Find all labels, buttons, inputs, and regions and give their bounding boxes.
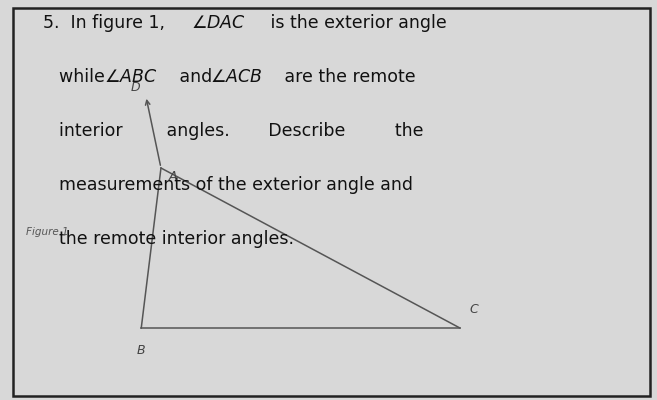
Text: B: B: [137, 344, 146, 357]
Text: D: D: [131, 81, 141, 94]
Text: is the exterior angle: is the exterior angle: [265, 14, 447, 32]
Text: $\angle ABC$: $\angle ABC$: [104, 68, 157, 86]
Text: interior        angles.       Describe         the: interior angles. Describe the: [59, 122, 424, 140]
Text: the remote interior angles.: the remote interior angles.: [59, 230, 294, 248]
Text: are the remote: are the remote: [279, 68, 416, 86]
Text: measurements of the exterior angle and: measurements of the exterior angle and: [59, 176, 413, 194]
Text: A: A: [169, 170, 177, 183]
Text: and: and: [174, 68, 218, 86]
Text: $\angle DAC$: $\angle DAC$: [191, 14, 246, 32]
Text: $\angle ACB$: $\angle ACB$: [210, 68, 263, 86]
Text: C: C: [470, 303, 478, 316]
Text: 5.  In figure 1,: 5. In figure 1,: [43, 14, 170, 32]
Text: while: while: [59, 68, 110, 86]
Text: Figure 1: Figure 1: [26, 227, 69, 237]
